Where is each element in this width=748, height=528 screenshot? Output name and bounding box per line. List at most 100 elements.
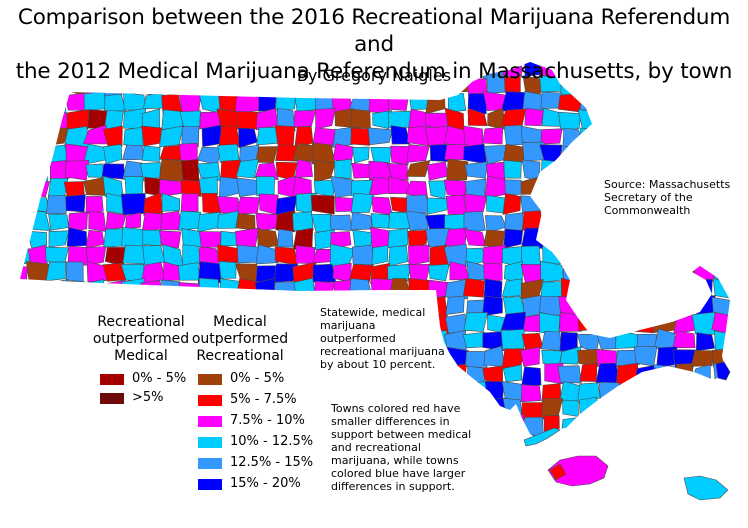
legend-item: >5% (100, 390, 164, 406)
town-region (577, 313, 599, 331)
town-region (690, 364, 711, 382)
town-region (731, 93, 748, 110)
town-region (120, 193, 147, 216)
town-region (562, 399, 579, 417)
town-region (521, 384, 542, 403)
town-region (578, 209, 600, 233)
town-region (331, 384, 351, 402)
town-region (406, 144, 430, 163)
town-region (728, 176, 730, 198)
town-region (595, 331, 617, 350)
town-region (483, 145, 507, 165)
town-region (68, 211, 88, 233)
town-region (45, 295, 68, 319)
town-region (615, 362, 640, 386)
town-region (462, 331, 486, 349)
town-region (653, 228, 678, 251)
legend-swatch (198, 478, 222, 490)
town-region (236, 111, 260, 130)
town-region (198, 277, 221, 301)
town-region (45, 195, 70, 215)
town-region (20, 330, 30, 349)
town-region (216, 297, 241, 316)
town-region (256, 107, 279, 131)
town-region (295, 329, 314, 351)
town-region (558, 178, 580, 195)
town-region (20, 91, 30, 112)
town-region (65, 194, 86, 213)
town-region (140, 280, 165, 301)
town-region (676, 430, 696, 440)
town-region (218, 261, 237, 279)
town-region (712, 398, 730, 416)
town-region (562, 127, 583, 149)
town-region (293, 277, 317, 302)
island-region (683, 475, 729, 501)
town-region (579, 261, 601, 283)
town-region (234, 227, 260, 251)
town-region (102, 415, 123, 434)
town-region (482, 127, 504, 145)
legend-item: 7.5% - 10% (198, 413, 305, 429)
town-region (181, 126, 200, 148)
town-region (596, 278, 619, 297)
town-region (273, 281, 297, 297)
legend-heading-medical: Medical outperformed Recreational (188, 314, 292, 365)
town-region (671, 245, 697, 266)
town-region (20, 414, 32, 437)
legend-label: >5% (132, 390, 164, 405)
town-region (710, 109, 730, 132)
town-region (653, 384, 674, 403)
town-region (334, 196, 355, 212)
town-region (466, 380, 489, 403)
town-region (672, 127, 697, 149)
town-region (20, 193, 30, 215)
town-region (691, 383, 711, 403)
town-region (486, 194, 506, 214)
town-region (178, 90, 202, 113)
town-region (732, 279, 748, 300)
town-region (122, 244, 147, 265)
town-region (635, 380, 656, 402)
note-line: and recreational (331, 441, 421, 454)
town-region (634, 265, 658, 282)
town-region (596, 125, 616, 147)
town-region (596, 226, 619, 250)
town-region (201, 124, 222, 147)
town-region (371, 380, 392, 400)
town-region (729, 297, 730, 317)
town-region (658, 261, 678, 284)
island-region (523, 427, 561, 447)
town-region (599, 430, 622, 440)
town-region (25, 329, 49, 351)
town-region (180, 158, 200, 182)
legend-label: 7.5% - 10% (230, 413, 305, 428)
town-region (445, 346, 470, 367)
town-region (159, 144, 183, 161)
town-region (520, 264, 542, 283)
legend-label: 0% - 5% (132, 371, 187, 386)
town-region (64, 313, 87, 334)
town-region (312, 384, 336, 404)
town-region (619, 245, 637, 265)
town-region (484, 175, 508, 199)
town-region (733, 381, 748, 399)
town-region (599, 417, 620, 437)
town-region (428, 263, 450, 282)
legend-item: 0% - 5% (198, 371, 284, 387)
town-region (254, 162, 279, 181)
legend-swatch (198, 373, 222, 385)
town-region (352, 146, 370, 164)
town-region (539, 312, 561, 334)
town-region (598, 381, 620, 400)
town-region (579, 175, 599, 197)
town-region (656, 162, 678, 180)
town-region (540, 128, 563, 145)
town-region (350, 192, 375, 214)
town-region (463, 125, 484, 148)
town-region (598, 397, 622, 420)
town-region (483, 262, 503, 284)
legend-heading-line: Medical (114, 348, 168, 364)
town-region (44, 127, 69, 147)
town-region (732, 110, 748, 127)
